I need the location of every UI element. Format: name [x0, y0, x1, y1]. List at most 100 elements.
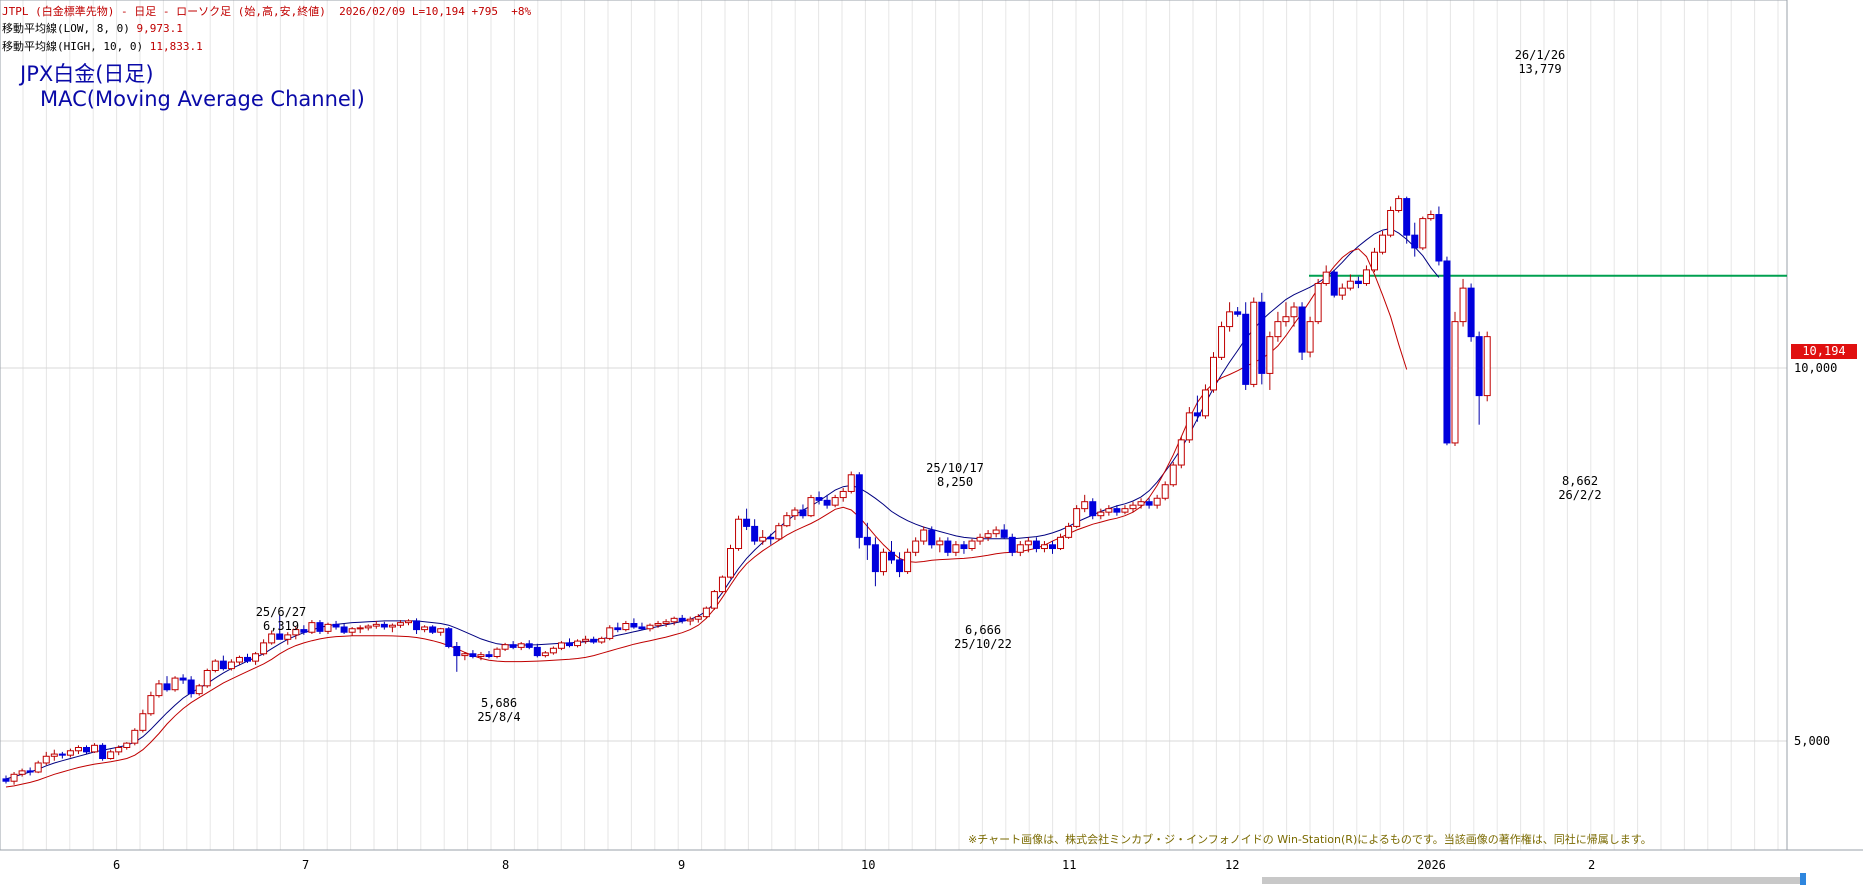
candle-up — [1161, 484, 1169, 499]
candle-up — [936, 540, 944, 546]
candle-down — [219, 660, 227, 670]
candle-up — [904, 551, 912, 573]
candle-up — [549, 647, 557, 654]
candle-down — [2, 778, 10, 782]
annotation-high-jan: 26/1/26 13,779 — [1514, 48, 1566, 76]
ma-low-label: 移動平均線(LOW, 8, 0) — [2, 22, 130, 35]
candle-down — [187, 679, 195, 695]
candle-up — [10, 773, 18, 782]
candle-up — [356, 627, 364, 630]
candle-up — [1427, 214, 1435, 220]
candle-up — [260, 642, 268, 655]
candle-up — [879, 551, 887, 573]
candle-up — [541, 652, 549, 657]
candle-up — [517, 643, 525, 648]
candle-down — [1000, 529, 1008, 538]
candle-up — [694, 616, 702, 620]
ma-high-label: 移動平均線(HIGH, 10, 0) — [2, 40, 144, 53]
candle-up — [252, 653, 260, 662]
candle-down — [533, 646, 541, 657]
candle-up — [66, 750, 74, 756]
candle-up — [493, 648, 501, 658]
annotation-high-oct: 25/10/17 8,250 — [926, 461, 984, 489]
candle-up — [759, 536, 767, 542]
candle-up — [147, 695, 155, 715]
candle-up — [1016, 544, 1024, 553]
x-tick-jun: 6 — [113, 858, 121, 872]
candle-up — [1185, 412, 1193, 441]
candle-up — [364, 625, 372, 629]
candle-down — [525, 643, 533, 648]
candle-up — [1274, 321, 1282, 338]
x-tick-sep: 9 — [678, 858, 686, 872]
candle-down — [1089, 501, 1097, 517]
candle-down — [1403, 198, 1411, 236]
candle-up — [1419, 218, 1427, 249]
candle-down — [1234, 311, 1242, 315]
candle-up — [421, 626, 429, 631]
chart-header-symbol: JTPL (白金標準先物) - 日足 - ローソク足 (始,高,安,終値) 20… — [2, 5, 532, 18]
candle-down — [316, 622, 324, 632]
candle-up — [1105, 508, 1113, 513]
ma-high-value: 11,833.1 — [149, 40, 203, 53]
candle-up — [203, 669, 211, 687]
chart-subtitle: MAC(Moving Average Channel) — [40, 87, 365, 111]
candle-up — [18, 770, 26, 775]
candle-up — [195, 685, 203, 695]
candle-down — [855, 474, 863, 538]
candle-up — [783, 515, 791, 527]
candle-up — [992, 529, 1000, 535]
candle-up — [1290, 306, 1298, 318]
candle-up — [807, 497, 815, 517]
candle-down — [1443, 260, 1451, 444]
candle-up — [1129, 504, 1137, 510]
candle-up — [984, 533, 992, 538]
x-tick-feb: 2 — [1588, 858, 1596, 872]
candle-up — [268, 633, 276, 644]
candle-down — [1008, 536, 1016, 553]
candle-up — [123, 742, 131, 748]
candle-up — [348, 628, 356, 633]
candle-up — [171, 677, 179, 691]
x-tick-2026: 2026 — [1417, 858, 1446, 872]
candle-up — [139, 713, 147, 731]
last-price-badge: 10,194 — [1791, 344, 1857, 359]
candle-down — [888, 551, 895, 561]
x-tick-jul: 7 — [302, 858, 310, 872]
candle-down — [26, 770, 34, 773]
candle-down — [1467, 287, 1475, 338]
candle-up — [735, 518, 743, 550]
candle-up — [405, 620, 412, 624]
candle-up — [461, 653, 469, 657]
candle-up — [839, 490, 847, 499]
candle-down — [1258, 301, 1266, 374]
candle-up — [284, 634, 292, 640]
candle-up — [1362, 269, 1370, 285]
candle-up — [1371, 251, 1378, 271]
candle-up — [952, 544, 960, 553]
candle-up — [710, 591, 718, 609]
candle-up — [292, 629, 300, 636]
ma-high-line — [5, 227, 1440, 780]
candle-up — [1081, 501, 1089, 510]
x-tick-nov: 11 — [1062, 858, 1077, 872]
candle-up — [1024, 540, 1032, 546]
candle-up — [1459, 287, 1467, 323]
candle-down — [1032, 540, 1040, 550]
annotation-low-aug: 5,686 25/8/4 — [477, 696, 521, 724]
ma-low-legend: 移動平均線(LOW, 8, 0) 9,973.1 — [2, 20, 183, 36]
candle-up — [211, 660, 219, 671]
candle-down — [960, 544, 968, 550]
scrollbar-thumb[interactable] — [1800, 873, 1806, 885]
plot-frame — [0, 0, 1788, 851]
horizontal-scrollbar[interactable] — [1262, 877, 1802, 884]
candle-down — [1298, 306, 1306, 353]
candle-up — [1250, 301, 1258, 385]
candle-down — [566, 642, 573, 647]
candle-down — [58, 753, 66, 756]
candle-up — [372, 623, 380, 627]
candle-up — [42, 755, 50, 764]
candle-up — [670, 617, 678, 623]
candle-up — [91, 744, 99, 753]
